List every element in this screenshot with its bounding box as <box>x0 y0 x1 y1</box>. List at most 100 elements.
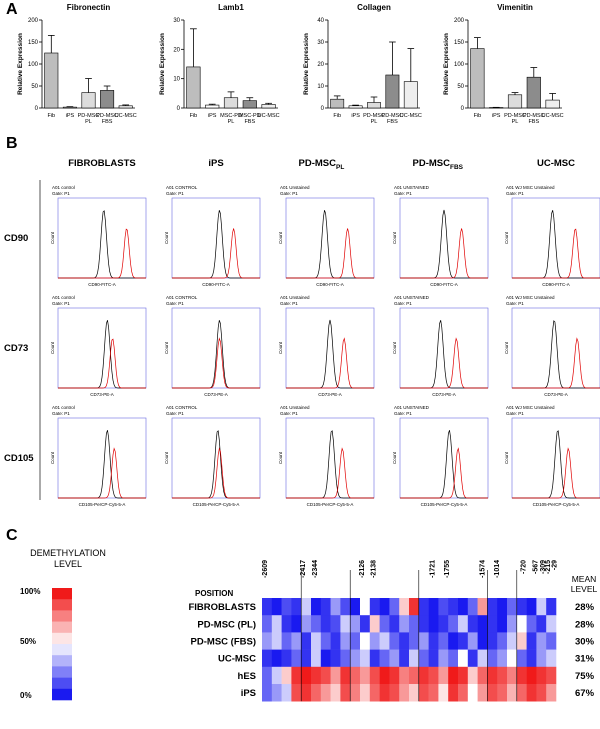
heat-cell <box>301 632 312 650</box>
heat-cell <box>311 666 322 685</box>
heat-cell <box>428 598 439 616</box>
x-axis-label: CD90-FITC-A <box>430 282 458 287</box>
position-label: -1755 <box>444 560 451 578</box>
heat-cell <box>487 615 498 633</box>
gate-label: Gate: P1 <box>52 191 70 196</box>
plot-frame <box>171 307 261 389</box>
heat-cell <box>428 632 439 650</box>
heat-cell <box>428 684 439 702</box>
heat-cell <box>271 632 282 650</box>
y-tick-label: 0 <box>461 106 465 112</box>
legend-tick-label: 0% <box>20 691 32 700</box>
heat-cell <box>360 598 371 616</box>
column-header: iPS <box>208 158 223 169</box>
heat-cell <box>399 615 410 633</box>
chart-title: Fibronectin <box>67 3 111 12</box>
row-label: PD-MSC (PL) <box>197 619 256 630</box>
heat-cell <box>526 615 537 633</box>
heat-cell <box>262 666 273 685</box>
row-label: UC-MSC <box>218 654 256 665</box>
heat-cell <box>340 598 351 616</box>
bar <box>242 100 257 109</box>
gate-label: Gate: P1 <box>280 301 298 306</box>
heat-cell <box>546 649 557 668</box>
heat-cell <box>458 649 469 668</box>
stained-histogram <box>400 337 488 389</box>
mean-value: 67% <box>575 688 595 699</box>
heat-cell <box>458 632 469 650</box>
heat-cell <box>350 615 361 633</box>
stained-histogram <box>400 447 488 499</box>
x-tick-label: Fib <box>47 113 55 119</box>
control-histogram <box>58 320 146 389</box>
position-label: -2126 <box>359 560 366 578</box>
mean-title: MEAN LEVEL <box>571 574 598 594</box>
position-label: -215 <box>545 560 552 574</box>
x-axis-label: CD90-FITC-A <box>202 282 230 287</box>
heat-cell <box>281 615 292 633</box>
heat-cell <box>350 684 361 702</box>
heat-cell <box>271 684 282 702</box>
stained-histogram <box>512 228 600 279</box>
heat-cell <box>301 684 312 702</box>
heat-cell <box>320 684 331 702</box>
heat-cell <box>477 598 488 616</box>
y-tick-label: 0 <box>177 106 181 112</box>
heat-cell <box>350 649 361 668</box>
position-label: -1574 <box>480 560 487 578</box>
stained-histogram <box>172 228 260 279</box>
bar <box>367 102 381 109</box>
stained-histogram <box>512 337 600 389</box>
bar <box>186 66 201 109</box>
heat-cell <box>507 615 518 633</box>
heat-cell <box>477 666 488 685</box>
panel-label: A <box>6 1 18 18</box>
heat-cell <box>311 632 322 650</box>
y-tick-label: 200 <box>454 18 465 24</box>
y-tick-label: 40 <box>317 18 324 24</box>
heat-cell <box>262 649 273 668</box>
bar <box>348 105 363 109</box>
heat-cell <box>448 632 459 650</box>
heat-cell <box>467 632 478 650</box>
heat-cell <box>360 615 371 633</box>
heat-cell <box>262 615 273 633</box>
heat-cell <box>350 632 361 650</box>
gate-label: Gate: P1 <box>506 191 524 196</box>
chart-title: Vimenitin <box>497 3 533 12</box>
heat-cell <box>507 666 518 685</box>
heat-cell <box>389 632 400 650</box>
heat-cell <box>399 684 410 702</box>
y-axis-label: Relative Expression <box>159 33 166 95</box>
plot-frame <box>511 307 600 389</box>
position-label: -1014 <box>494 560 501 578</box>
heat-cell <box>546 615 557 633</box>
y-axis-label: Count <box>278 231 283 244</box>
heat-cell <box>360 649 371 668</box>
control-histogram <box>172 210 260 279</box>
heat-cell <box>516 666 527 685</box>
heat-cell <box>379 632 390 650</box>
x-tick-label: Fib <box>190 113 198 119</box>
bar <box>44 52 59 109</box>
heat-cell <box>281 649 292 668</box>
heat-cell <box>546 684 557 702</box>
x-tick-label: UC-MSC <box>258 113 280 119</box>
y-axis-label: Relative Expression <box>17 33 24 95</box>
legend-title: DEMETHYLATION LEVEL <box>30 548 106 569</box>
heat-cell <box>389 684 400 702</box>
heat-cell <box>379 598 390 616</box>
heat-cell <box>291 598 302 616</box>
y-tick-label: 30 <box>317 40 324 46</box>
heat-cell <box>448 598 459 616</box>
plot-frame <box>285 417 375 499</box>
heat-cell <box>360 632 371 650</box>
heat-cell <box>350 598 361 616</box>
heat-cell <box>516 598 527 616</box>
x-tick-label: PD-MSC FBS <box>523 113 545 125</box>
sample-name: A01 Unstained <box>280 405 310 410</box>
heat-cell <box>320 666 331 685</box>
sample-name: A01 CONTROL <box>166 185 198 190</box>
heat-cell <box>271 598 282 616</box>
mean-value: 28% <box>575 619 595 630</box>
